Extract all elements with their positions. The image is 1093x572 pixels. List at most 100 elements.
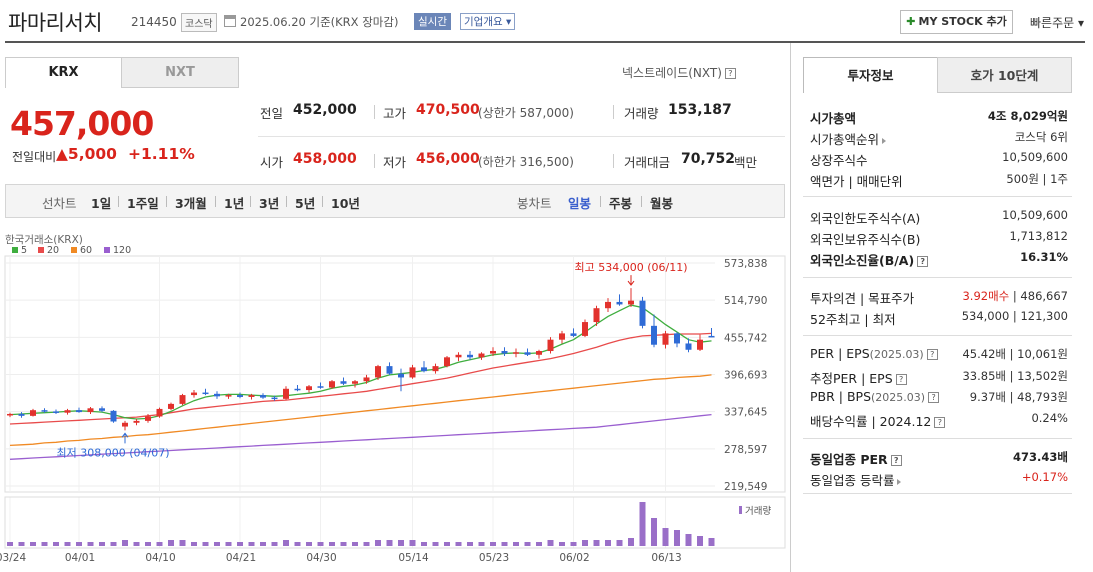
tab-nxt[interactable]: NXT bbox=[121, 57, 239, 88]
volume-bar bbox=[697, 536, 703, 546]
candle-body bbox=[651, 325, 657, 345]
candle-body bbox=[697, 339, 703, 350]
period-1w[interactable]: 1주일 bbox=[127, 196, 159, 211]
candle-monthly[interactable]: 월봉 bbox=[650, 196, 674, 211]
candle-body bbox=[260, 395, 266, 398]
candle-daily[interactable]: 일봉 bbox=[568, 196, 592, 211]
x-tick-label: 04/10 bbox=[145, 552, 175, 564]
volume-bar bbox=[179, 540, 186, 546]
volume-legend-swatch bbox=[739, 506, 742, 514]
separator bbox=[803, 493, 1072, 494]
help-icon[interactable]: ? bbox=[917, 256, 929, 267]
help-icon[interactable]: ? bbox=[928, 392, 940, 403]
volume-bar bbox=[352, 542, 358, 546]
volume-bar bbox=[133, 542, 140, 546]
period-10y[interactable]: 10년 bbox=[331, 196, 360, 211]
foreign-hold-row: 외국인보유주식수(B) 1,713,812 bbox=[810, 229, 1068, 247]
week52-row: 52주최고 | 최저 534,000 | 121,300 bbox=[810, 309, 1068, 327]
volume-bar bbox=[547, 540, 554, 546]
nxt-link[interactable]: 넥스트레이드(NXT)? bbox=[622, 64, 736, 81]
volume-bar bbox=[467, 542, 473, 546]
y-tick-label: 219,549 bbox=[724, 481, 767, 493]
tab-krx[interactable]: KRX bbox=[5, 57, 122, 88]
candle-body bbox=[87, 408, 94, 413]
candle-body bbox=[340, 381, 347, 384]
volume-bar bbox=[87, 542, 94, 546]
candle-body bbox=[133, 420, 140, 423]
help-icon[interactable]: ? bbox=[724, 68, 736, 79]
candle-body bbox=[432, 366, 439, 372]
volume-bar bbox=[432, 542, 439, 546]
candle-body bbox=[214, 393, 220, 397]
candle-body bbox=[616, 301, 623, 305]
separator bbox=[803, 335, 1072, 336]
change-percent: +1.11% bbox=[128, 145, 195, 163]
legend-swatch-60 bbox=[71, 247, 77, 253]
pbr-row: PBR | BPS(2025.03)? 9.37배 | 48,793원 bbox=[810, 389, 1068, 404]
line-chart-label[interactable]: 선차트 bbox=[42, 196, 77, 211]
volume-bar bbox=[444, 542, 450, 546]
x-tick-label: 04/30 bbox=[306, 552, 336, 564]
period-3y[interactable]: 3년 bbox=[259, 196, 280, 211]
volume-bar bbox=[110, 542, 117, 546]
candle-body bbox=[363, 377, 370, 382]
candle-body bbox=[225, 395, 232, 397]
chart-toolbar bbox=[5, 184, 785, 218]
candle-body bbox=[202, 392, 209, 395]
amount-unit: 백만 bbox=[734, 155, 758, 170]
ma5-line bbox=[9, 304, 712, 420]
volume-bar bbox=[76, 542, 82, 546]
chart-source-label: 한국거래소(KRX) bbox=[5, 234, 83, 246]
open-value: 458,000 bbox=[293, 151, 357, 167]
volume-bar bbox=[53, 542, 59, 546]
market-cap-rank-row[interactable]: 시가총액순위 코스닥 6위 bbox=[810, 130, 1068, 147]
company-overview-dropdown[interactable]: 기업개요 ▾ bbox=[460, 13, 516, 30]
candle-body bbox=[582, 322, 588, 336]
period-1d[interactable]: 1일 bbox=[91, 196, 112, 211]
separator bbox=[374, 105, 375, 119]
add-mystock-button[interactable]: ✚ MY STOCK 추가 bbox=[900, 10, 1013, 34]
dividend-row: 배당수익률 | 2024.12? 0.24% bbox=[810, 411, 1068, 429]
separator bbox=[374, 154, 375, 168]
period-1y[interactable]: 1년 bbox=[224, 196, 245, 211]
header-divider bbox=[5, 41, 1085, 43]
candle-body bbox=[478, 353, 485, 358]
panel-divider bbox=[790, 43, 791, 572]
prev-close-value: 452,000 bbox=[293, 102, 357, 118]
volume-label: 거래량 bbox=[624, 106, 659, 121]
stock-name: 파마리서치 bbox=[8, 11, 103, 35]
candle-chart-label[interactable]: 봉차트 bbox=[517, 196, 552, 211]
help-icon[interactable]: ? bbox=[934, 417, 946, 428]
candle-body bbox=[168, 403, 174, 409]
candle-body bbox=[317, 386, 324, 388]
help-icon[interactable]: ? bbox=[926, 349, 938, 360]
tab-invest-info[interactable]: 투자정보 bbox=[803, 57, 938, 93]
period-5y[interactable]: 5년 bbox=[295, 196, 316, 211]
quick-order-button[interactable]: 빠른주문 ▾ bbox=[1030, 16, 1084, 30]
volume-bar bbox=[317, 542, 324, 546]
volume-bar bbox=[248, 542, 255, 546]
period-3m[interactable]: 3개월 bbox=[175, 196, 207, 211]
arrow-right-icon bbox=[882, 137, 887, 144]
volume-bar bbox=[570, 542, 577, 546]
sector-rate-row[interactable]: 동일업종 등락률 +0.17% bbox=[810, 470, 1068, 488]
candle-body bbox=[421, 367, 427, 372]
tab-hoga-10[interactable]: 호가 10단계 bbox=[937, 57, 1072, 93]
opinion-row: 투자의견 | 목표주가 3.92매수 | 486,667 bbox=[810, 289, 1068, 306]
plot-frame bbox=[4, 255, 786, 493]
volume-bar bbox=[662, 528, 669, 546]
separator bbox=[118, 196, 119, 207]
help-icon[interactable]: ? bbox=[890, 455, 902, 466]
legend-swatch-5 bbox=[12, 247, 18, 253]
volume-bar bbox=[536, 542, 542, 546]
candle-body bbox=[179, 395, 186, 404]
help-icon[interactable]: ? bbox=[895, 374, 907, 385]
candle-body bbox=[685, 343, 692, 350]
price-chart[interactable]: 한국거래소(KRX) 5 20 60 120 573,838 514,790 455,74… bbox=[0, 228, 790, 572]
candle-body bbox=[145, 416, 151, 421]
candle-body bbox=[329, 381, 335, 388]
candle-weekly[interactable]: 주봉 bbox=[609, 196, 633, 211]
volume-bar bbox=[386, 540, 393, 546]
realtime-button[interactable]: 실시간 bbox=[414, 13, 451, 30]
candle-body bbox=[53, 411, 59, 413]
